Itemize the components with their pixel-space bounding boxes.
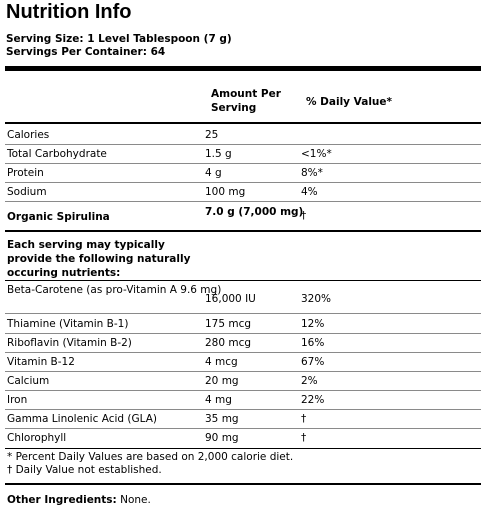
row-divider	[5, 201, 481, 202]
row-protein-dv: 8%*	[301, 167, 323, 179]
row-divider	[5, 182, 481, 183]
row-divider	[5, 409, 481, 410]
bottom-divider	[5, 483, 481, 485]
row-spirulina-dv: †	[301, 210, 307, 222]
nutrient-beta-carotene-amount: 16,000 IU	[205, 293, 256, 305]
nutrient-b12-amount: 4 mcg	[205, 356, 238, 368]
row-sodium-amount: 100 mg	[205, 186, 246, 198]
row-divider	[5, 313, 481, 314]
nutrient-beta-carotene-dv: 320%	[301, 293, 332, 305]
row-calories-amount: 25	[205, 129, 219, 141]
row-sodium-name: Sodium	[7, 186, 47, 198]
row-protein-name: Protein	[7, 167, 44, 179]
row-divider	[5, 352, 481, 353]
nutrient-riboflavin-name: Riboflavin (Vitamin B-2)	[7, 337, 132, 349]
other-ingredients-value: None.	[116, 494, 151, 506]
row-carb-dv: <1%*	[301, 148, 332, 160]
row-divider	[5, 144, 481, 145]
other-ingredients-label: Other Ingredients:	[7, 494, 117, 506]
page-title: Nutrition Info	[6, 1, 132, 23]
nutrient-gla-dv: †	[301, 413, 307, 425]
row-carb-amount: 1.5 g	[205, 148, 232, 160]
row-calories-name: Calories	[7, 129, 50, 141]
nutrient-iron-dv: 22%	[301, 394, 325, 406]
row-divider	[5, 428, 481, 429]
row-divider	[5, 371, 481, 372]
nutrient-chlorophyll-amount: 90 mg	[205, 432, 239, 444]
row-divider	[5, 333, 481, 334]
row-sodium-dv: 4%	[301, 186, 318, 198]
row-carb-name: Total Carbohydrate	[7, 148, 107, 160]
nutrient-thiamine-amount: 175 mcg	[205, 318, 252, 330]
nutrient-calcium-dv: 2%	[301, 375, 318, 387]
nutrient-calcium-name: Calcium	[7, 375, 50, 387]
serving-size: Serving Size: 1 Level Tablespoon (7 g)	[6, 33, 232, 45]
nutrient-riboflavin-amount: 280 mcg	[205, 337, 252, 349]
row-protein-amount: 4 g	[205, 167, 222, 179]
nutrient-calcium-amount: 20 mg	[205, 375, 239, 387]
footnote-percent-dv: * Percent Daily Values are based on 2,00…	[7, 451, 294, 463]
nutrient-beta-carotene-name: Beta-Carotene (as pro-Vitamin A 9.6 mg)	[7, 284, 222, 296]
nutrient-riboflavin-dv: 16%	[301, 337, 325, 349]
other-ingredients: Other Ingredients: None.	[7, 494, 151, 506]
nutrient-gla-amount: 35 mg	[205, 413, 239, 425]
thick-divider	[5, 66, 481, 71]
row-spirulina-name: Organic Spirulina	[7, 211, 110, 223]
nutrient-chlorophyll-name: Chlorophyll	[7, 432, 67, 444]
section-divider	[5, 230, 481, 232]
footnote-divider	[5, 448, 481, 449]
footnote-dv-not-established: † Daily Value not established.	[7, 464, 162, 476]
nutrients-intro: Each serving may typically provide the f…	[7, 239, 191, 279]
daily-value-header: % Daily Value*	[306, 96, 392, 108]
intro-divider	[5, 280, 481, 281]
row-divider	[5, 163, 481, 164]
amount-per-serving-header: Amount Per Serving	[211, 88, 281, 114]
nutrient-thiamine-dv: 12%	[301, 318, 325, 330]
nutrient-b12-name: Vitamin B-12	[7, 356, 75, 368]
row-spirulina-amount: 7.0 g (7,000 mg)	[205, 206, 304, 218]
nutrient-gla-name: Gamma Linolenic Acid (GLA)	[7, 413, 157, 425]
nutrient-iron-name: Iron	[7, 394, 28, 406]
header-divider	[5, 122, 481, 124]
nutrient-thiamine-name: Thiamine (Vitamin B-1)	[7, 318, 129, 330]
nutrient-iron-amount: 4 mg	[205, 394, 232, 406]
nutrient-b12-dv: 67%	[301, 356, 325, 368]
servings-per-container: Servings Per Container: 64	[6, 46, 166, 58]
row-divider	[5, 390, 481, 391]
nutrient-chlorophyll-dv: †	[301, 432, 307, 444]
